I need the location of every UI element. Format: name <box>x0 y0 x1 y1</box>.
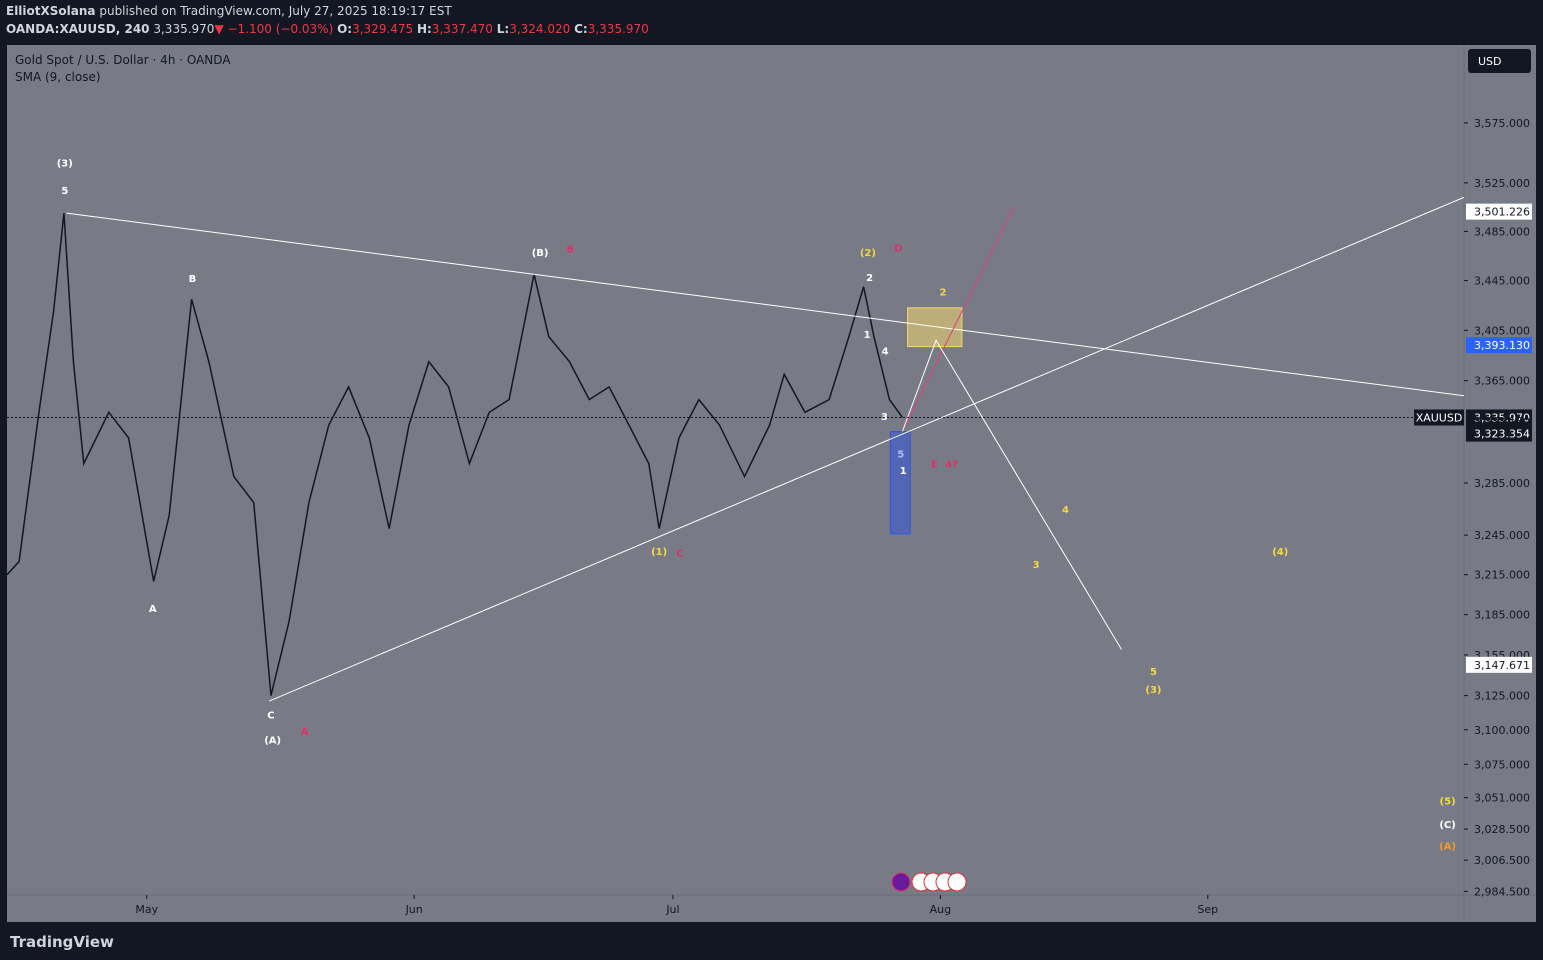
wave-label: C <box>267 711 274 722</box>
wave-label: (A) <box>264 735 281 746</box>
y-tick-label: 3,485.000 <box>1474 225 1530 238</box>
y-tick-label: 3,125.000 <box>1474 690 1530 703</box>
trend-line <box>66 212 1464 397</box>
footer-brand: TradingView <box>10 933 114 951</box>
publish-line: ElliotXSolana published on TradingView.c… <box>6 4 452 18</box>
x-tick-label: Jun <box>405 903 423 916</box>
ohlc-label: O: <box>337 22 353 36</box>
y-tick-label: 3,365.000 <box>1474 375 1530 388</box>
symbol: OANDA:XAUUSD, 240 <box>6 22 150 36</box>
price-tag-label: 3,393.130 <box>1474 339 1530 352</box>
trend-line <box>269 196 1464 702</box>
currency-label: USD <box>1478 55 1502 68</box>
event-icon[interactable] <box>947 872 967 892</box>
wave-label: 3 <box>881 412 888 423</box>
wave-label: 1 <box>864 330 871 341</box>
chart-background <box>7 45 1536 922</box>
price-line <box>7 213 904 696</box>
wave-label: B <box>566 245 574 256</box>
y-tick-label: 2,984.500 <box>1474 885 1530 898</box>
wave-label: (5) <box>1440 796 1456 807</box>
chart-title: Gold Spot / U.S. Dollar · 4h · OANDA <box>15 53 231 67</box>
wave-label: 5 <box>1150 667 1157 678</box>
wave-label: (A) <box>1439 841 1456 852</box>
y-tick-label: 3,075.000 <box>1474 758 1530 771</box>
published: published on TradingView.com, July 27, 2… <box>99 4 452 18</box>
zone <box>907 307 963 348</box>
wave-label: 2 <box>939 288 946 299</box>
event-icons <box>891 872 967 892</box>
trend-line <box>901 339 1122 650</box>
x-tick-label: Jul <box>665 903 679 916</box>
y-tick-label: 3,405.000 <box>1474 324 1530 337</box>
currency-button[interactable] <box>1468 49 1531 73</box>
wave-label: 4 <box>1062 505 1069 516</box>
wave-label: (2) <box>860 248 876 259</box>
wave-label: 3 <box>1033 560 1040 571</box>
price-tag-label: 3,147.671 <box>1474 659 1530 672</box>
trend-line <box>901 206 1015 432</box>
arrow: ▼ <box>214 22 224 36</box>
wave-label: B <box>189 274 197 285</box>
ohlc-line: OANDA:XAUUSD, 240 3,335.970▼ −1.100 (−0.… <box>6 22 649 36</box>
wave-label: (C) <box>1439 820 1455 831</box>
symbol-tag-label: XAUUSD <box>1416 411 1463 424</box>
wave-label: 4 <box>882 346 889 357</box>
wave-label: E <box>931 460 938 471</box>
change: −1.100 (−0.03%) <box>227 22 334 36</box>
y-tick-label: 3,185.000 <box>1474 609 1530 622</box>
wave-label: 5 <box>897 449 904 460</box>
wave-label: A <box>149 604 157 615</box>
chart-subtitle: SMA (9, close) <box>15 70 101 84</box>
ohlc-value: 3,329.475 <box>352 22 414 36</box>
wave-label: (B) <box>532 248 549 259</box>
y-tick-label: 3,051.000 <box>1474 792 1530 805</box>
wave-label: 5 <box>61 186 68 197</box>
wave-label: 4? <box>945 460 958 471</box>
x-tick-label: Aug <box>930 903 951 916</box>
x-tick-label: Sep <box>1197 903 1218 916</box>
ohlc-value: 3,324.020 <box>509 22 571 36</box>
price-tag <box>1466 203 1532 220</box>
price-tag-label: 3,335.970 <box>1474 411 1530 424</box>
wave-label: (4) <box>1272 547 1288 558</box>
event-icon[interactable] <box>891 872 911 892</box>
author: ElliotXSolana <box>6 4 96 18</box>
y-tick-label: 3,245.000 <box>1474 529 1530 542</box>
wave-label: 1 <box>900 466 907 477</box>
wave-label: A <box>301 727 309 738</box>
y-tick-label: 3,575.000 <box>1474 117 1530 130</box>
price-tag <box>1466 656 1532 673</box>
price-tag <box>1466 425 1532 442</box>
price-tag-label: 3,501.226 <box>1474 206 1530 219</box>
wave-label: (3) <box>57 158 73 169</box>
price-tag <box>1466 337 1532 354</box>
y-tick-label: 3,006.500 <box>1474 854 1530 867</box>
y-tick-label: 3,445.000 <box>1474 275 1530 288</box>
ohlc-label: C: <box>574 22 588 36</box>
price-tag-label: 3,333.130 <box>1474 415 1530 428</box>
ohlc-label: H: <box>417 22 432 36</box>
x-tick-label: May <box>135 903 158 916</box>
y-tick-label: 3,525.000 <box>1474 177 1530 190</box>
y-tick-label: 3,215.000 <box>1474 569 1530 582</box>
y-tick-label: 3,285.000 <box>1474 477 1530 490</box>
ohlc-value: 3,337.470 <box>431 22 493 36</box>
ohlc-label: L: <box>496 22 510 36</box>
y-tick-label: 3,028.500 <box>1474 823 1530 836</box>
y-tick-label: 3,100.000 <box>1474 724 1530 737</box>
wave-label: (1) <box>651 547 667 558</box>
ohlc-value: 3,335.970 <box>587 22 649 36</box>
plot <box>7 196 1464 702</box>
last: 3,335.970 <box>153 22 215 36</box>
price-tag-label: 3,323.354 <box>1474 428 1530 441</box>
zone <box>889 431 911 535</box>
symbol-tag <box>1414 409 1464 426</box>
wave-label: C <box>676 548 683 559</box>
wave-label: 2 <box>866 273 873 284</box>
wave-label: (3) <box>1145 685 1161 696</box>
wave-label: D <box>894 243 902 254</box>
